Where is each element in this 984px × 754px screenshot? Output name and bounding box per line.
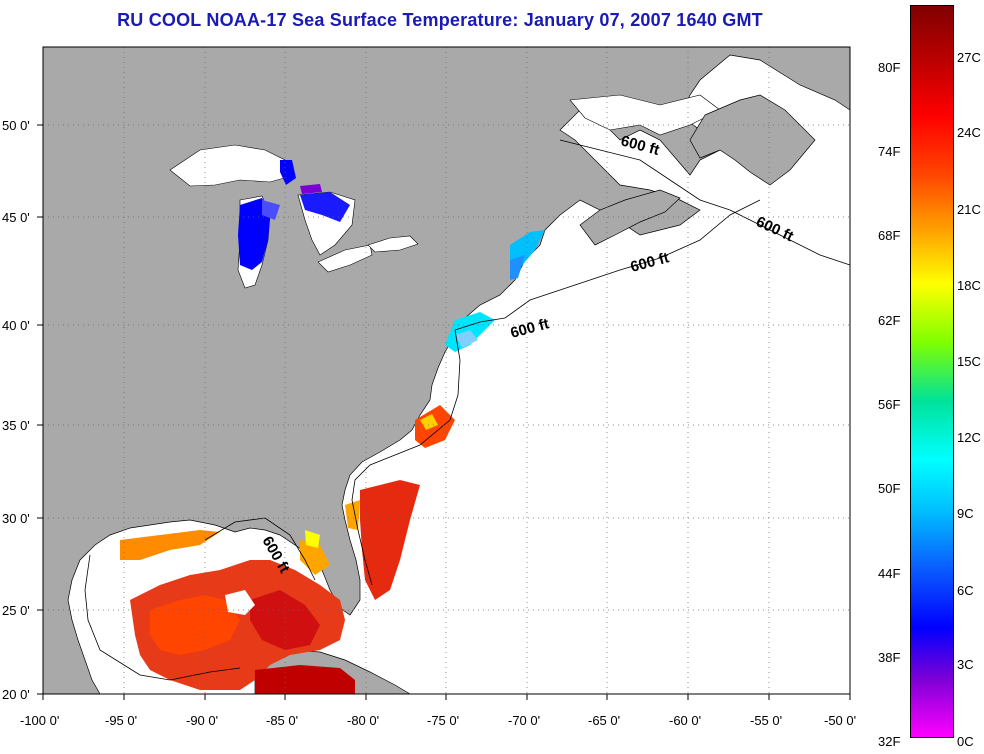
colorbar-c-label: 12C: [957, 430, 981, 445]
lat-label: 25 0': [2, 603, 30, 618]
colorbar-c-label: 18C: [957, 278, 981, 293]
lon-label: -85 0': [266, 713, 299, 728]
colorbar-c-label: 24C: [957, 125, 981, 140]
lon-label: -75 0': [427, 713, 460, 728]
lon-label: -95 0': [105, 713, 138, 728]
colorbar-f-label: 50F: [878, 481, 901, 496]
lat-label: 45 0': [2, 210, 30, 225]
lat-label: 40 0': [2, 318, 30, 333]
lake-ontario: [367, 235, 419, 253]
colorbar-c-label: 0C: [957, 734, 974, 749]
colorbar-c-label: 27C: [957, 50, 981, 65]
colorbar-c-label: 6C: [957, 583, 974, 598]
lat-label: 50 0': [2, 118, 30, 133]
colorbar-f-label: 32F: [878, 734, 901, 749]
lon-label: -65 0': [588, 713, 621, 728]
lon-label: -50 0': [824, 713, 857, 728]
lon-label: -80 0': [347, 713, 380, 728]
temperature-colorbar: [910, 5, 954, 738]
colorbar-c-label: 3C: [957, 657, 974, 672]
lon-label: -100 0': [20, 713, 60, 728]
colorbar-f-label: 38F: [878, 650, 901, 665]
axis-ticks: [37, 124, 851, 700]
newfoundland: [689, 94, 816, 186]
colorbar-c-label: 15C: [957, 354, 981, 369]
sst-data: [120, 160, 545, 694]
colorbar-f-label: 56F: [878, 397, 901, 412]
st-lawrence-gulf: [569, 94, 721, 136]
colorbar-f-label: 44F: [878, 566, 901, 581]
nova-scotia: [579, 189, 681, 246]
colorbar-f-label: 68F: [878, 228, 901, 243]
map-title: RU COOL NOAA-17 Sea Surface Temperature:…: [117, 10, 763, 30]
colorbar-c-label: 21C: [957, 202, 981, 217]
lon-label: -90 0': [186, 713, 219, 728]
lat-label: 30 0': [2, 511, 30, 526]
lon-label: -60 0': [669, 713, 702, 728]
colorbar-f-label: 74F: [878, 144, 901, 159]
colorbar-f-label: 80F: [878, 60, 901, 75]
colorbar-c-label: 9C: [957, 506, 974, 521]
colorbar-f-label: 62F: [878, 313, 901, 328]
lake-erie: [317, 244, 373, 273]
lon-label: -55 0': [750, 713, 783, 728]
lat-label: 20 0': [2, 687, 30, 702]
bathymetry-contours: [84, 139, 851, 681]
lon-label: -70 0': [508, 713, 541, 728]
lat-label: 35 0': [2, 418, 30, 433]
